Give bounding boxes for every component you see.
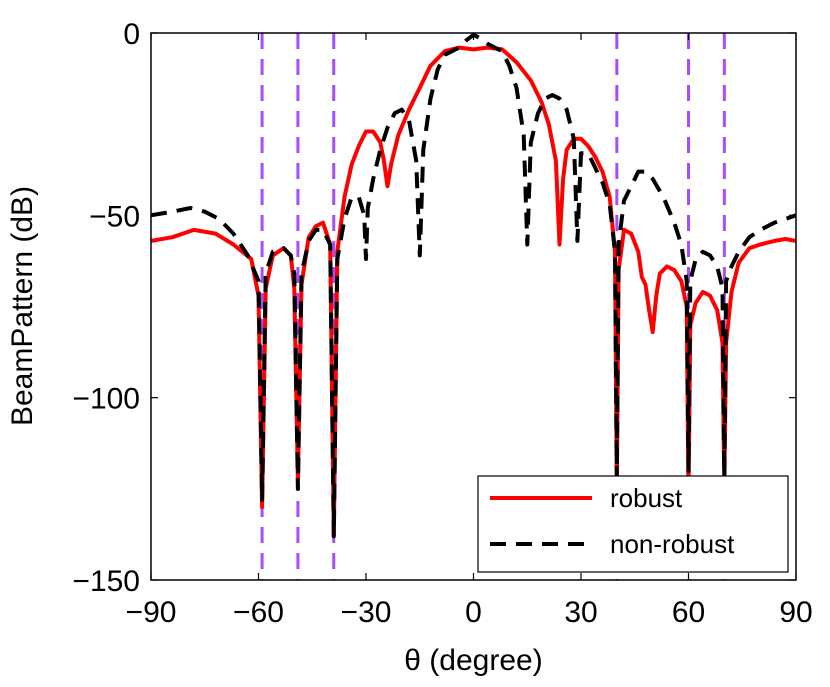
y-tick-label: −50 [89, 200, 140, 233]
x-tick-labels: −90 −60 −30 0 30 60 90 [126, 596, 813, 629]
y-tick-label: −150 [72, 565, 140, 598]
legend-box [477, 475, 789, 573]
legend-label-robust: robust [610, 483, 683, 513]
x-tick-label: 30 [564, 596, 597, 629]
axis-ticks [150, 32, 797, 581]
x-tick-label: 60 [672, 596, 705, 629]
x-tick-label: −30 [341, 596, 392, 629]
series-lines [151, 33, 796, 539]
x-tick-label: −60 [233, 596, 284, 629]
x-axis-title: θ (degree) [404, 644, 542, 677]
x-tick-label: 0 [465, 596, 482, 629]
y-axis-title: BeamPattern (dB) [6, 186, 39, 426]
legend: robust non-robust [477, 475, 789, 573]
series-line-non-robust [151, 33, 796, 539]
x-tick-label: 90 [779, 596, 812, 629]
y-tick-labels: 0 −50 −100 −150 [72, 18, 140, 598]
x-tick-label: −90 [126, 596, 177, 629]
y-tick-label: 0 [123, 18, 140, 51]
legend-label-non-robust: non-robust [610, 529, 735, 559]
y-tick-label: −100 [72, 383, 140, 416]
